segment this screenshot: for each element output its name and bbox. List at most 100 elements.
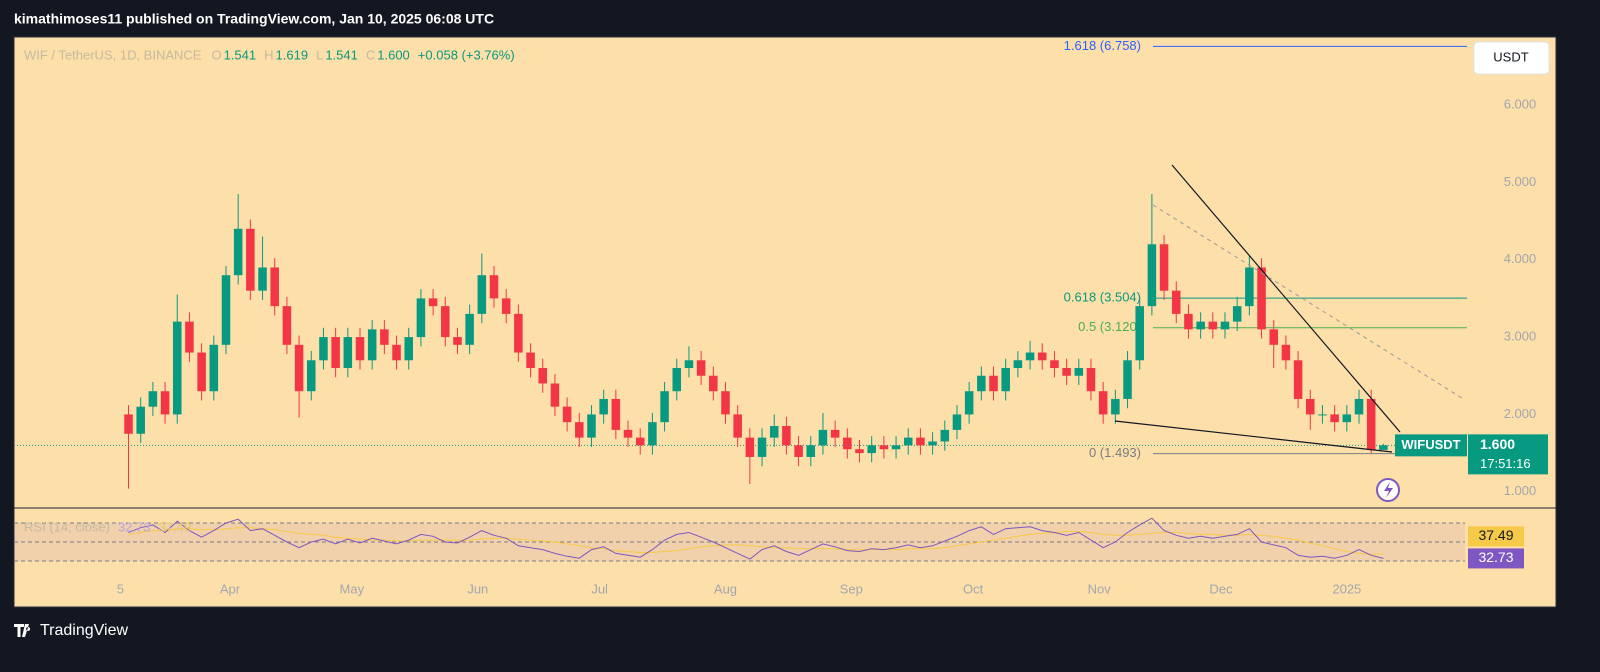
candle-body bbox=[416, 298, 426, 338]
candle-body bbox=[209, 344, 219, 392]
chart-layer: 1.000 2.000 3.000 4.000 5.000 6.000 5 Apr May Jun… bbox=[14, 38, 1548, 596]
candle-body bbox=[1050, 360, 1059, 369]
candle-body bbox=[1111, 398, 1120, 415]
dashed-trend-line bbox=[1152, 204, 1466, 401]
x-tick-label: Jul bbox=[591, 581, 608, 596]
candle-body bbox=[1293, 360, 1303, 399]
y-tick-label: 3.000 bbox=[1504, 329, 1537, 344]
candle-body bbox=[197, 352, 206, 392]
candle-body bbox=[928, 441, 937, 446]
candle-body bbox=[672, 368, 682, 392]
fib-label: 0.618 (3.504) bbox=[1064, 290, 1141, 305]
publish-header: kimathimoses11 published on TradingView.… bbox=[14, 11, 494, 27]
candle-body bbox=[709, 375, 718, 392]
currency-button[interactable] bbox=[1473, 41, 1550, 75]
y-tick-label: 1.000 bbox=[1504, 483, 1537, 498]
candle-body bbox=[392, 344, 401, 361]
candle-body bbox=[891, 445, 901, 450]
candle-body bbox=[1025, 352, 1035, 361]
rsi-ma-line bbox=[128, 527, 1384, 555]
candle-body bbox=[453, 337, 462, 345]
candle-body bbox=[769, 426, 779, 438]
candle-body bbox=[599, 398, 608, 415]
candle-body bbox=[124, 414, 133, 434]
candle-body bbox=[745, 437, 755, 457]
legend-text: O bbox=[211, 47, 221, 62]
candle-body bbox=[489, 275, 499, 299]
candle-body bbox=[221, 275, 231, 345]
candle-body bbox=[465, 313, 474, 345]
candle-body bbox=[404, 337, 413, 361]
countdown: 17:51:16 bbox=[1480, 456, 1531, 471]
candle-body bbox=[1342, 414, 1352, 423]
rsi-legend: 37.49 bbox=[159, 519, 192, 534]
candle-body bbox=[1232, 306, 1242, 322]
candle-body bbox=[818, 429, 828, 446]
symbol-tag bbox=[1395, 434, 1467, 457]
candle-body bbox=[331, 337, 340, 369]
candle-body bbox=[660, 391, 669, 423]
y-tick-label: 5.000 bbox=[1504, 174, 1537, 189]
candle-body bbox=[733, 414, 742, 438]
footer-brand: TradingView bbox=[40, 622, 128, 639]
legend-text: WIF / TetherUS, 1D, BINANCE bbox=[24, 47, 202, 62]
candle-body bbox=[1330, 414, 1339, 423]
candle-body bbox=[952, 414, 962, 430]
candle-body bbox=[757, 437, 767, 457]
candle-body bbox=[1062, 368, 1071, 376]
candle-body bbox=[1318, 414, 1327, 416]
y-tick-label: 2.000 bbox=[1504, 406, 1537, 421]
x-tick-label: Aug bbox=[714, 581, 737, 596]
candle-body bbox=[1074, 368, 1084, 376]
candle-body bbox=[477, 275, 487, 314]
candle-body bbox=[1013, 360, 1023, 369]
candle-body bbox=[721, 391, 730, 415]
candle-body bbox=[1220, 321, 1230, 330]
candle-body bbox=[782, 426, 791, 446]
rsi-tag bbox=[1468, 526, 1524, 547]
legend-text: L bbox=[316, 47, 323, 62]
candle-body bbox=[148, 391, 158, 407]
x-tick-label: Oct bbox=[963, 581, 984, 596]
candle-body bbox=[587, 414, 596, 438]
x-tick-label: Apr bbox=[220, 581, 241, 596]
candle-body bbox=[160, 391, 170, 415]
fib-label: 0.5 (3.120) bbox=[1078, 319, 1141, 334]
candle-body bbox=[794, 445, 803, 457]
symbol-tag-label: WIFUSDT bbox=[1401, 437, 1460, 452]
candle-body bbox=[1159, 244, 1169, 291]
candle-body bbox=[879, 445, 889, 450]
rsi-legend: RSI (14, close) bbox=[24, 519, 110, 534]
candle-body bbox=[1135, 306, 1144, 361]
candle-body bbox=[428, 298, 438, 307]
candle-body bbox=[575, 422, 584, 438]
candle-body bbox=[441, 306, 450, 338]
candle-body bbox=[623, 429, 633, 438]
legend-text: 1.541 bbox=[224, 47, 257, 62]
candle-body bbox=[940, 429, 950, 442]
rsi-tag-label: 37.49 bbox=[1478, 527, 1513, 543]
chart-area bbox=[13, 36, 1557, 608]
x-tick-label: Jun bbox=[467, 581, 488, 596]
candle-body bbox=[550, 383, 560, 407]
logo bbox=[14, 624, 31, 637]
candle-body bbox=[514, 313, 523, 353]
candle-body bbox=[294, 344, 304, 392]
y-tick-label: 6.000 bbox=[1504, 96, 1537, 111]
lightning-glyph bbox=[1384, 482, 1393, 498]
candle-body bbox=[1171, 290, 1181, 314]
currency-label: USDT bbox=[1493, 49, 1528, 64]
candle-body bbox=[1184, 313, 1193, 330]
candle-body bbox=[562, 406, 572, 423]
rsi-tag-label: 32.73 bbox=[1478, 549, 1513, 565]
candle-body bbox=[136, 406, 145, 434]
legend-text: H bbox=[264, 47, 273, 62]
candle-body bbox=[843, 437, 852, 450]
legend-text: 1.600 bbox=[377, 47, 410, 62]
candle-body bbox=[1257, 267, 1266, 330]
candle-body bbox=[1245, 267, 1254, 307]
candle-body bbox=[1086, 368, 1096, 392]
candle-body bbox=[1281, 344, 1291, 361]
candle-body bbox=[696, 360, 706, 376]
